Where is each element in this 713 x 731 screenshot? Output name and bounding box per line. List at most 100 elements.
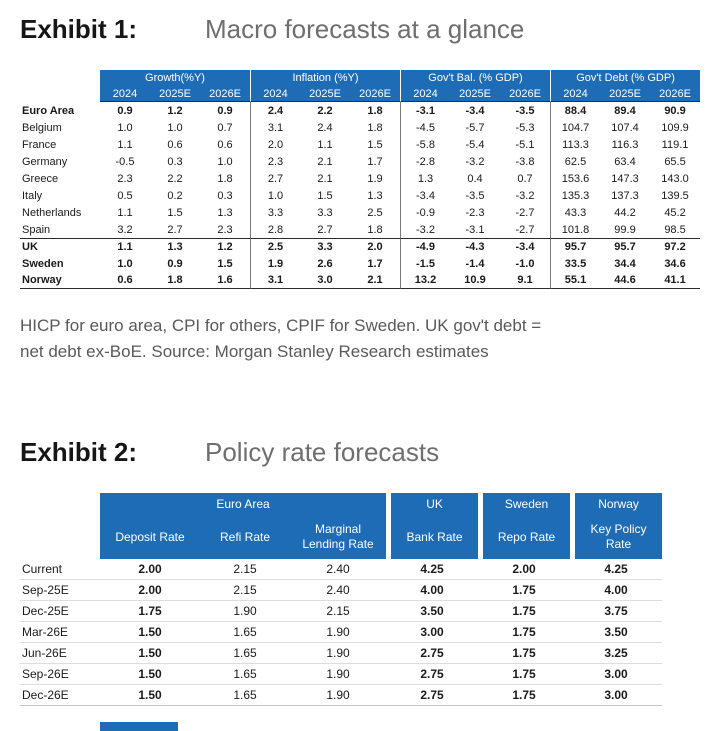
- macro-row: Italy 0.5 0.2 0.3 1.0 1.5 1.3 -3.4 -3.5 -3.2 135.3…: [20, 187, 700, 204]
- value-cell: 1.5: [167, 206, 183, 219]
- row-label: Mar-26E: [20, 622, 100, 643]
- rate-row: Mar-26E 1.50 1.65 1.90 3.00 1.75 3.50: [20, 622, 663, 643]
- rate-cell: 1.90: [200, 601, 290, 622]
- value-cell: 107.4: [611, 121, 639, 134]
- year-header: 2026E: [500, 86, 551, 102]
- macro-row: Germany -0.5 0.3 1.0 2.3 2.1 1.7 -2.8 -3.2 -3.8 62…: [20, 153, 700, 170]
- value-cell: -5.8: [400, 136, 450, 153]
- value-cell: 1.0: [250, 187, 300, 204]
- value-cell: 2.0: [250, 136, 300, 153]
- group-header: Inflation (%Y): [250, 70, 400, 86]
- value-cell: 88.4: [550, 102, 600, 119]
- value-cell: 1.0: [117, 121, 133, 134]
- corner-cell: [20, 493, 100, 515]
- value-cell: 10.9: [450, 272, 500, 289]
- rate-cell: 2.15: [290, 601, 387, 622]
- value-cell: 2.2: [317, 104, 333, 117]
- value-cell: 1.3: [367, 189, 383, 202]
- value-cell: -2.8: [400, 153, 450, 170]
- value-cell: 1.2: [200, 238, 250, 255]
- year-header: 2026E: [200, 86, 250, 102]
- footnote-line-2: net debt ex-BoE. Source: Morgan Stanley …: [20, 342, 489, 361]
- value-cell: 44.6: [600, 272, 651, 289]
- value-cell: -5.3: [515, 121, 535, 134]
- value-cell: 1.1: [117, 206, 133, 219]
- value-cell: 99.9: [614, 223, 636, 236]
- value-cell: -3.1: [400, 102, 450, 119]
- year-header: 2026E: [650, 86, 701, 102]
- rate-row: Dec-26E 1.50 1.65 1.90 2.75 1.75 3.00: [20, 685, 663, 706]
- value-cell: -5.4: [465, 138, 485, 151]
- value-cell: -1.4: [465, 257, 485, 270]
- value-cell: 3.1: [250, 272, 300, 289]
- macro-table-header: Growth(%Y) Inflation (%Y) Gov't Bal. (% GD…: [20, 70, 701, 102]
- macro-row: Euro Area 0.9 1.2 0.9 2.4 2.2 1.8 -3.1 -3.4 -3.5 8…: [20, 102, 700, 119]
- value-cell: 137.3: [611, 189, 639, 202]
- value-cell: 139.5: [661, 189, 689, 202]
- rate-column-header: Key Policy Rate: [570, 515, 663, 559]
- policy-rate-table: Euro Area UK Sweden Norway Deposit Rate Refi …: [20, 493, 663, 706]
- rate-cell: 2.00: [100, 580, 200, 601]
- rate-cell: 3.00: [386, 622, 479, 643]
- value-cell: 1.0: [167, 121, 183, 134]
- rate-row: Sep-25E 2.00 2.15 2.40 4.00 1.75 4.00: [20, 580, 663, 601]
- value-cell: 2.5: [250, 238, 300, 255]
- value-cell: 41.1: [650, 272, 701, 289]
- footnote-line-1: HICP for euro area, CPI for others, CPIF…: [20, 316, 542, 335]
- value-cell: 1.0: [117, 257, 133, 270]
- value-cell: 43.3: [550, 204, 600, 221]
- rate-cell: 2.75: [386, 643, 479, 664]
- rate-cell: 1.50: [100, 643, 200, 664]
- value-cell: -3.2: [465, 155, 485, 168]
- value-cell: 0.3: [167, 155, 183, 168]
- rate-cell: 1.75: [478, 601, 571, 622]
- value-cell: 2.2: [167, 172, 183, 185]
- year-header: 2024: [400, 86, 450, 102]
- value-cell: -3.5: [515, 104, 535, 117]
- value-cell: 89.4: [614, 104, 636, 117]
- rate-cell: 1.90: [290, 664, 387, 685]
- group-header: Growth(%Y): [100, 70, 250, 86]
- value-cell: 1.0: [217, 155, 233, 168]
- value-cell: 1.9: [367, 172, 383, 185]
- rate-cell: 3.00: [570, 685, 663, 706]
- value-cell: 1.3: [150, 238, 200, 255]
- value-cell: 0.4: [467, 172, 483, 185]
- cutoff-next-table-header: [100, 722, 178, 731]
- value-cell: 1.2: [167, 104, 183, 117]
- region-header: Sweden: [478, 493, 571, 515]
- rate-header-row: Deposit Rate Refi Rate Marginal Lending Ra…: [20, 515, 663, 559]
- year-header: 2026E: [350, 86, 400, 102]
- value-cell: 1.5: [367, 138, 383, 151]
- row-label: Sep-25E: [20, 580, 100, 601]
- rate-cell: 4.25: [570, 559, 663, 580]
- value-cell: 1.3: [217, 206, 233, 219]
- rate-cell: 1.90: [290, 685, 387, 706]
- row-label: Belgium: [20, 119, 100, 136]
- value-cell: -0.9: [400, 204, 450, 221]
- value-cell: 135.3: [550, 187, 600, 204]
- rate-cell: 1.75: [478, 643, 571, 664]
- rate-column-header: Refi Rate: [200, 515, 290, 559]
- exhibit-1-title: Macro forecasts at a glance: [205, 14, 525, 44]
- row-label: Norway: [20, 272, 100, 289]
- year-header-row: 2024 2025E 2026E 2024 2025E 2026E 2024 2025E 202…: [20, 86, 701, 102]
- value-cell: 1.8: [367, 223, 383, 236]
- year-header: 2024: [250, 86, 300, 102]
- rate-cell: 2.00: [100, 559, 200, 580]
- year-header: 2025E: [450, 86, 500, 102]
- value-cell: 3.0: [300, 272, 350, 289]
- value-cell: 116.3: [611, 138, 639, 151]
- rate-column-header: Deposit Rate: [100, 515, 200, 559]
- policy-table-body: Current 2.00 2.15 2.40 4.25 2.00 4.25 Sep-25E 2.…: [20, 559, 663, 706]
- rate-cell: 4.00: [570, 580, 663, 601]
- rate-cell: 2.00: [478, 559, 571, 580]
- rate-row: Sep-26E 1.50 1.65 1.90 2.75 1.75 3.00: [20, 664, 663, 685]
- macro-row: France 1.1 0.6 0.6 2.0 1.1 1.5 -5.8 -5.4 -5.1 113.…: [20, 136, 700, 153]
- value-cell: 1.7: [367, 155, 383, 168]
- rate-cell: 1.50: [100, 664, 200, 685]
- value-cell: -3.5: [465, 189, 485, 202]
- year-header: 2025E: [300, 86, 350, 102]
- value-cell: 34.6: [664, 257, 686, 270]
- rate-cell: 3.50: [570, 622, 663, 643]
